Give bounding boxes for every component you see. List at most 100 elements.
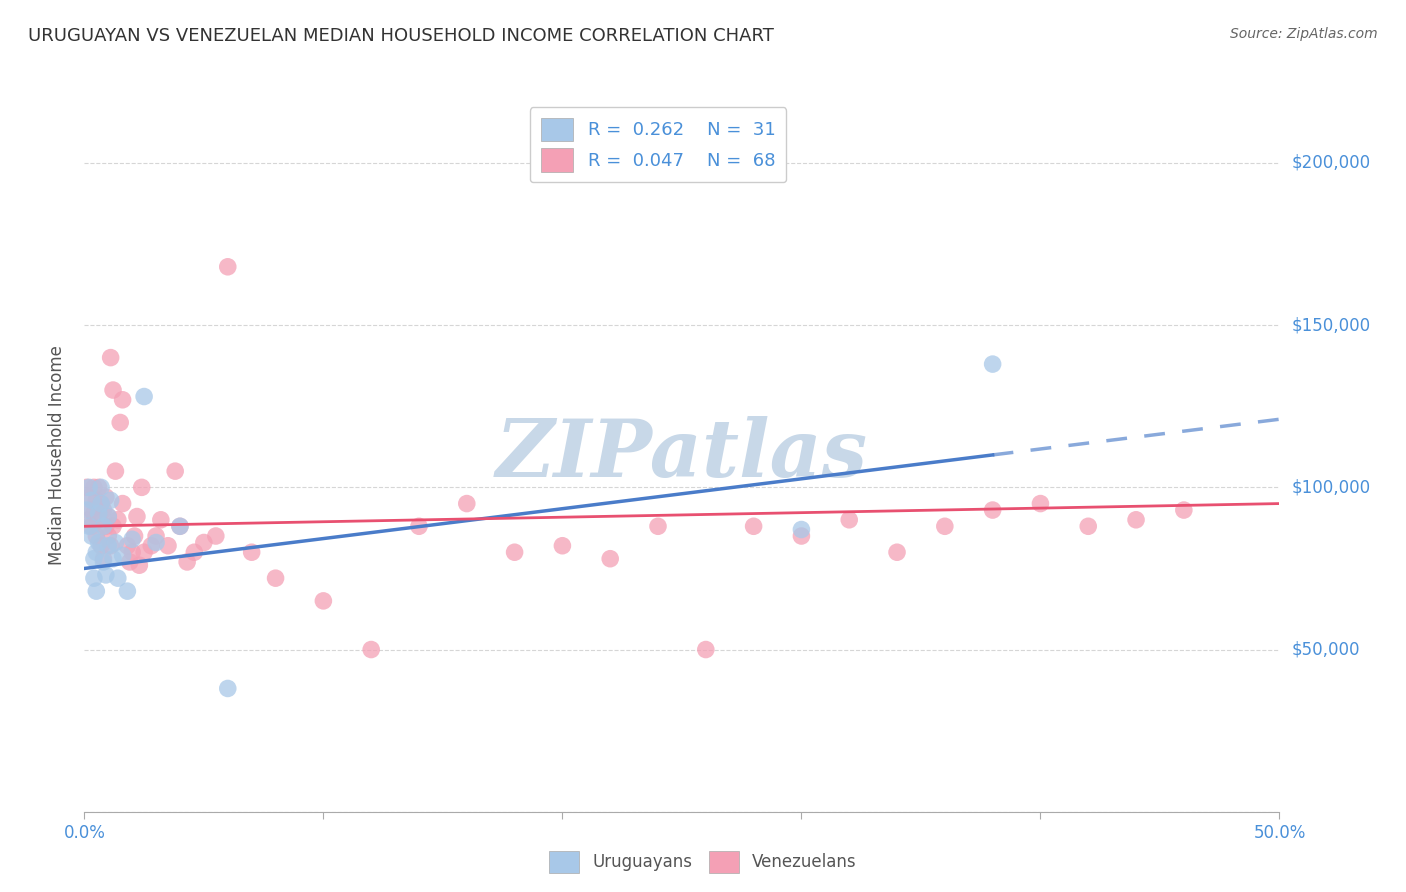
Point <box>934 519 956 533</box>
Point <box>101 519 124 533</box>
Point <box>100 493 122 508</box>
Point <box>1125 513 1147 527</box>
Point <box>104 464 127 478</box>
Point <box>503 545 526 559</box>
Point <box>149 513 172 527</box>
Point <box>145 529 167 543</box>
Point <box>93 503 115 517</box>
Point <box>124 529 146 543</box>
Point <box>551 539 574 553</box>
Point <box>77 513 100 527</box>
Point <box>981 357 1004 371</box>
Point <box>121 533 143 547</box>
Point <box>90 539 112 553</box>
Point <box>104 535 127 549</box>
Point <box>90 497 112 511</box>
Point <box>94 568 117 582</box>
Point <box>80 529 103 543</box>
Point <box>169 519 191 533</box>
Point <box>264 571 287 585</box>
Point <box>183 545 205 559</box>
Point <box>77 519 100 533</box>
Point <box>76 503 98 517</box>
Point <box>217 260 239 274</box>
Point <box>360 642 382 657</box>
Point <box>981 503 1004 517</box>
Point <box>84 545 107 559</box>
Point <box>87 506 110 520</box>
Point <box>101 551 124 566</box>
Point <box>838 513 860 527</box>
Point <box>193 535 215 549</box>
Point <box>110 416 132 430</box>
Point <box>97 509 120 524</box>
Point <box>93 551 115 566</box>
Point <box>77 480 100 494</box>
Point <box>128 558 150 573</box>
Point <box>141 539 163 553</box>
Point <box>100 351 122 365</box>
Point <box>456 497 478 511</box>
Text: $100,000: $100,000 <box>1291 478 1371 496</box>
Point <box>93 519 115 533</box>
Point <box>107 571 129 585</box>
Point <box>83 551 105 566</box>
Point <box>169 519 191 533</box>
Point <box>83 480 105 494</box>
Point <box>742 519 765 533</box>
Point <box>100 539 122 553</box>
Point <box>93 555 115 569</box>
Point <box>90 480 112 494</box>
Point <box>408 519 430 533</box>
Point <box>107 513 129 527</box>
Point <box>83 506 105 520</box>
Point <box>790 523 813 537</box>
Point <box>94 519 117 533</box>
Point <box>94 490 117 504</box>
Point <box>97 509 120 524</box>
Point <box>599 551 621 566</box>
Point <box>132 390 156 404</box>
Point <box>165 464 187 478</box>
Legend: R =  0.262    N =  31, R =  0.047    N =  68: R = 0.262 N = 31, R = 0.047 N = 68 <box>530 107 786 183</box>
Point <box>80 503 103 517</box>
Point <box>118 555 141 569</box>
Point <box>1077 519 1099 533</box>
Point <box>117 539 139 553</box>
Point <box>97 529 120 543</box>
Point <box>205 529 228 543</box>
Point <box>125 509 148 524</box>
Legend: Uruguayans, Venezuelans: Uruguayans, Venezuelans <box>543 845 863 880</box>
Point <box>76 480 98 494</box>
Point <box>647 519 669 533</box>
Text: $150,000: $150,000 <box>1291 316 1371 334</box>
Point <box>886 545 908 559</box>
Point <box>84 529 107 543</box>
Point <box>97 539 120 553</box>
Point <box>111 549 134 563</box>
Text: Source: ZipAtlas.com: Source: ZipAtlas.com <box>1230 27 1378 41</box>
Text: $50,000: $50,000 <box>1291 640 1360 658</box>
Point <box>145 535 167 549</box>
Text: $200,000: $200,000 <box>1291 154 1371 172</box>
Point <box>131 480 153 494</box>
Point <box>77 490 100 504</box>
Point <box>121 545 143 559</box>
Point <box>87 535 110 549</box>
Text: ZIPatlas: ZIPatlas <box>496 417 868 493</box>
Point <box>80 493 103 508</box>
Point <box>84 584 107 599</box>
Point <box>312 594 335 608</box>
Point <box>1173 503 1195 517</box>
Point <box>84 493 107 508</box>
Point <box>132 545 156 559</box>
Point <box>90 497 112 511</box>
Point <box>87 513 110 527</box>
Point <box>87 480 110 494</box>
Point <box>111 497 134 511</box>
Point <box>101 383 124 397</box>
Point <box>83 571 105 585</box>
Point <box>695 642 717 657</box>
Point <box>240 545 263 559</box>
Text: URUGUAYAN VS VENEZUELAN MEDIAN HOUSEHOLD INCOME CORRELATION CHART: URUGUAYAN VS VENEZUELAN MEDIAN HOUSEHOLD… <box>28 27 773 45</box>
